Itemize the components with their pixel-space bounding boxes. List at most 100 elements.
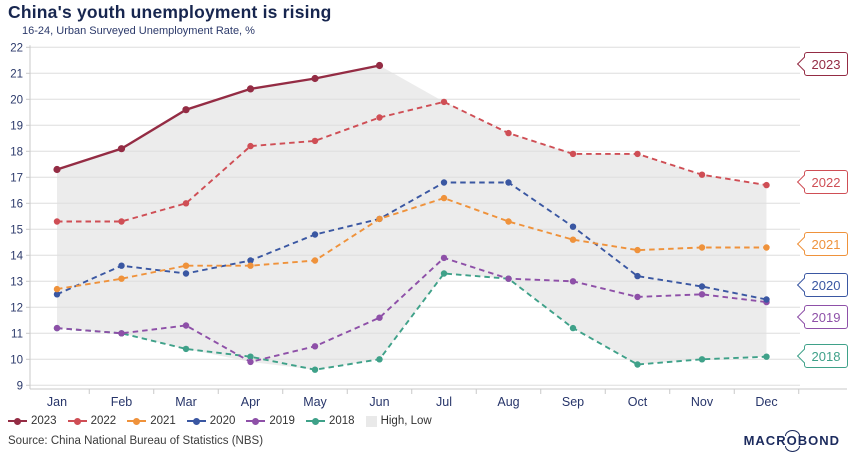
data-point-2022 (634, 150, 641, 158)
legend-item-2020: 2020 (186, 415, 236, 427)
y-tick-label: 15 (10, 224, 23, 236)
data-point-2018 (440, 270, 448, 277)
chart-title: China's youth unemployment is rising (8, 2, 332, 22)
data-point-2021 (53, 285, 61, 293)
y-tick-label: 18 (10, 146, 23, 158)
brand-text: MACR (743, 433, 787, 448)
legend-item-2021: 2021 (127, 415, 176, 427)
data-point-2018 (569, 324, 577, 332)
data-point-2019 (311, 343, 319, 350)
data-point-2022 (182, 200, 190, 207)
data-point-2020 (53, 291, 61, 298)
x-tick-label: May (303, 395, 327, 409)
data-point-2018 (182, 345, 190, 353)
data-point-2022 (440, 98, 448, 106)
x-tick-label: Sep (562, 395, 584, 409)
data-point-2023 (117, 145, 126, 153)
data-point-2022 (53, 218, 61, 225)
data-point-2019 (634, 293, 641, 301)
y-tick-label: 14 (10, 250, 23, 262)
data-point-2022 (376, 114, 383, 121)
data-point-2019 (53, 324, 61, 332)
data-point-2022 (505, 129, 512, 137)
data-point-2022 (118, 218, 125, 225)
legend-label: 2022 (90, 415, 117, 427)
x-tick-label: Mar (175, 395, 197, 409)
legend-label: 2021 (150, 415, 176, 427)
series-line-2018 (56, 272, 767, 371)
data-point-2018 (376, 356, 383, 363)
data-point-2021 (182, 262, 190, 269)
data-point-2019 (118, 330, 125, 337)
macrobond-logo: MACR O BOND (743, 429, 840, 452)
data-point-2020 (311, 231, 319, 238)
series-line-2022 (57, 100, 767, 223)
data-point-2021 (634, 246, 641, 254)
legend-item-2018: 2018 (305, 415, 355, 427)
legend-label: 2018 (328, 415, 355, 427)
data-point-2021 (247, 262, 254, 269)
y-tick-label: 22 (10, 42, 23, 54)
legend-item-2019: 2019 (246, 415, 295, 427)
legend: 2023 2022 2021 2020 2019 2018 High, Low (8, 415, 432, 427)
data-point-2019 (376, 314, 383, 321)
legend-label: 2023 (31, 415, 57, 427)
data-point-2018 (311, 366, 319, 373)
series-line-2023 (56, 64, 380, 171)
y-tick-label: 19 (10, 120, 23, 132)
legend-item-2023: 2023 (8, 415, 57, 427)
data-point-2020 (440, 179, 448, 186)
data-point-2021 (118, 275, 125, 282)
brand-text: BOND (797, 433, 840, 448)
series-line-2019 (56, 256, 767, 363)
legend-marker-icon (8, 417, 27, 426)
x-tick-label: Aug (497, 395, 519, 409)
y-tick-label: 12 (10, 302, 23, 314)
legend-item-2022: 2022 (67, 415, 117, 427)
data-point-2022 (311, 137, 319, 145)
data-point-2019 (182, 322, 190, 329)
y-tick-label: 17 (10, 172, 23, 184)
high-low-swatch-icon (365, 415, 377, 427)
x-tick-label: Jun (369, 395, 389, 409)
x-tick-label: Jan (47, 395, 67, 409)
chart-subtitle: 16-24, Urban Surveyed Unemployment Rate,… (22, 25, 255, 37)
x-tick-label: Oct (628, 395, 648, 409)
series-line-2020 (56, 181, 767, 301)
y-tick-label: 20 (10, 94, 23, 106)
brand-orbit-o-icon: O (784, 429, 800, 452)
series-line-2021 (56, 197, 767, 291)
data-point-2019 (569, 278, 577, 285)
data-point-2020 (247, 257, 254, 264)
data-point-2020 (118, 262, 125, 269)
data-point-2018 (698, 356, 706, 363)
y-tick-label: 16 (10, 198, 23, 210)
legend-marker-icon (67, 417, 87, 426)
legend-marker-icon (127, 417, 147, 426)
data-point-2021 (698, 244, 706, 251)
data-point-2023 (311, 74, 319, 83)
data-point-2020 (763, 296, 770, 303)
legend-marker-icon (186, 417, 206, 426)
data-point-2020 (698, 283, 706, 290)
data-point-2022 (569, 150, 577, 158)
x-tick-label: Dec (755, 395, 777, 409)
data-point-2021 (440, 194, 448, 202)
data-point-2023 (375, 61, 384, 70)
legend-item-high-low: High, Low (365, 415, 432, 427)
x-tick-label: Nov (691, 395, 714, 409)
line-chart-plot: 9 10 11 12 13 14 15 16 17 18 19 20 21 22 Jan Feb Mar Apr M… (10, 42, 847, 409)
data-point-2021 (505, 218, 512, 225)
high-low-band (57, 65, 767, 370)
data-point-2021 (569, 236, 577, 243)
data-point-2023 (53, 165, 61, 174)
legend-label: 2020 (209, 415, 236, 427)
x-tick-label: Jul (436, 395, 452, 409)
data-point-2023 (182, 106, 190, 114)
data-point-2023 (246, 85, 255, 93)
data-point-2022 (763, 181, 770, 189)
data-point-2018 (634, 361, 641, 368)
data-point-2021 (311, 257, 319, 264)
data-point-2020 (569, 223, 577, 230)
legend-marker-icon (246, 417, 266, 426)
